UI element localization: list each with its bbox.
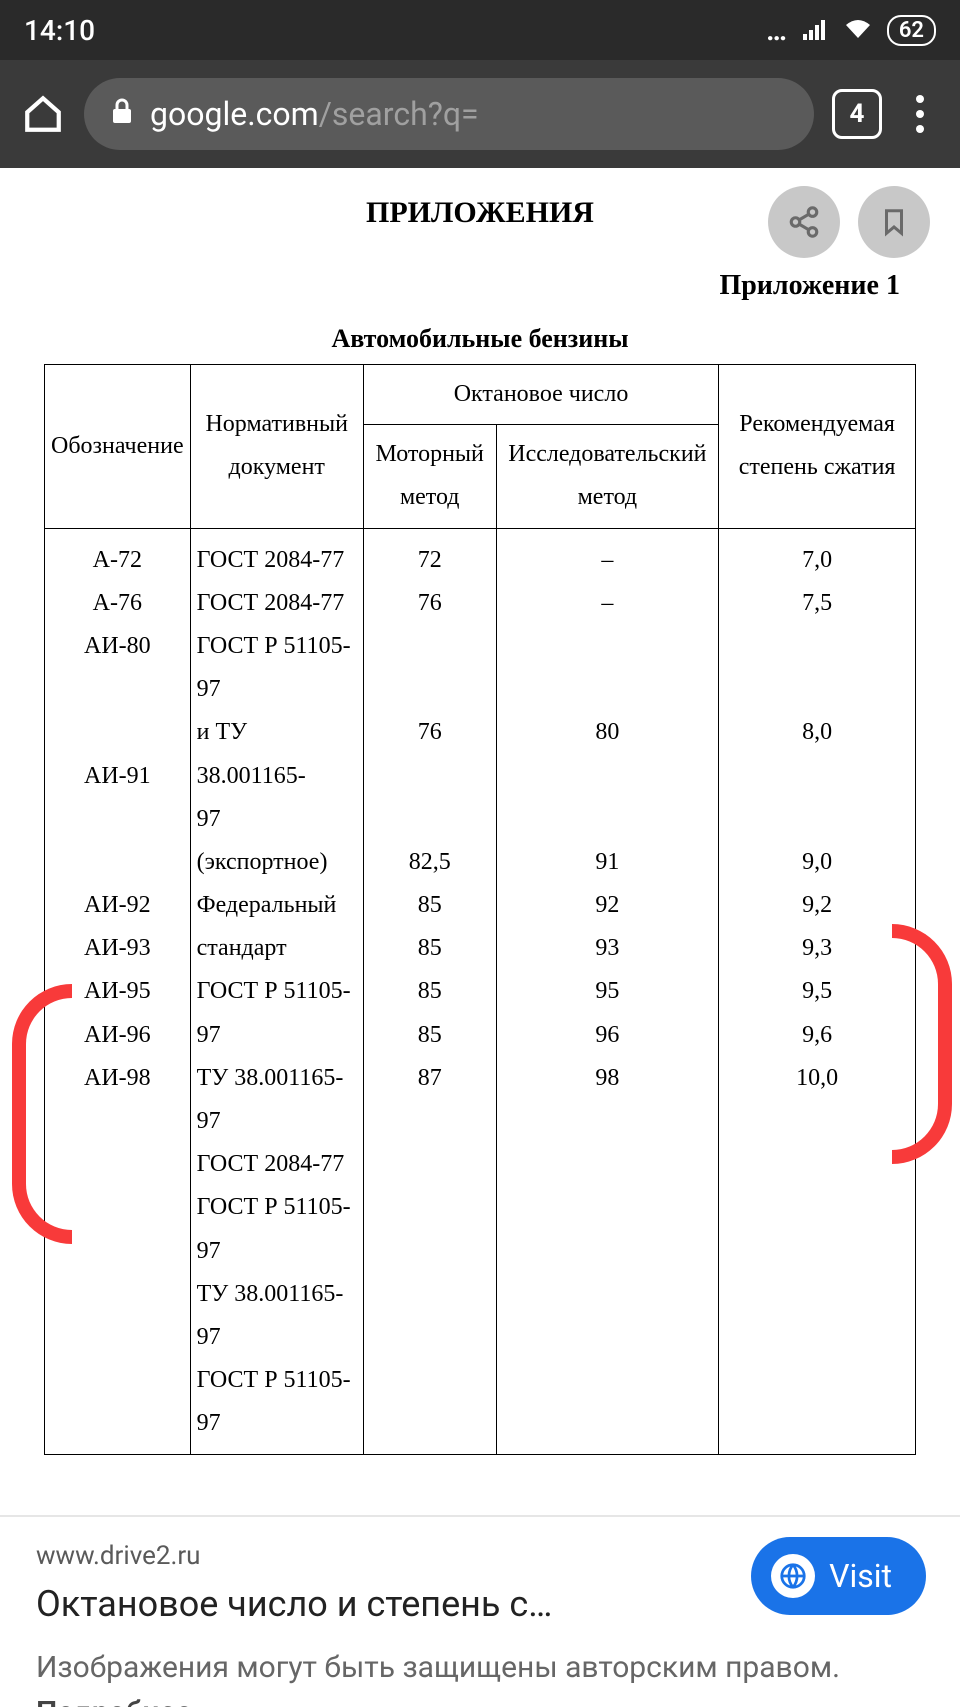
table-header: Рекомендуемая степень сжатия: [719, 365, 916, 529]
bookmark-button[interactable]: [858, 186, 930, 258]
url-text: google.com/search?q=: [150, 95, 479, 133]
document-header-row: ПРИЛОЖЕНИЯ: [0, 168, 960, 248]
disclaimer-more-link[interactable]: Подробнее…: [36, 1695, 213, 1707]
table-header: Октановое число: [363, 365, 718, 425]
table-header: Исследовательский метод: [496, 425, 719, 528]
table-title: Автомобильные бензины: [0, 316, 960, 364]
tabs-count: 4: [850, 99, 865, 129]
appendix-label: Приложение 1: [0, 248, 960, 316]
home-button[interactable]: [20, 91, 66, 137]
table-header: Обозначение: [45, 365, 191, 529]
url-path: /search?q=: [319, 95, 479, 133]
url-domain: google.com: [150, 95, 319, 133]
document-heading: ПРИЛОЖЕНИЯ: [366, 196, 594, 230]
table-cell: –– 80 919293959698: [496, 528, 719, 1454]
address-bar[interactable]: google.com/search?q=: [84, 78, 814, 150]
signal-icon: [803, 14, 829, 47]
table-container: Обозначение Нормативный документ Октанов…: [0, 364, 960, 1455]
annotation-mark-left: [12, 984, 72, 1244]
globe-icon: [771, 1554, 815, 1598]
image-action-buttons: [768, 186, 930, 258]
visit-label: Visit: [829, 1557, 892, 1595]
menu-dot-icon: [916, 110, 924, 118]
table-cell: ГОСТ 2084-77ГОСТ 2084-77ГОСТ Р 51105-97и…: [190, 528, 363, 1454]
table-cell: 7,07,5 8,0 9,09,29,39,59,610,0: [719, 528, 916, 1454]
overflow-menu-button[interactable]: [900, 95, 940, 133]
menu-dot-icon: [916, 125, 924, 133]
data-table: Обозначение Нормативный документ Октанов…: [44, 364, 916, 1455]
browser-toolbar: google.com/search?q= 4: [0, 60, 960, 168]
search-result-card[interactable]: www.drive2.ru Октановое число и степень …: [0, 1517, 960, 1707]
disclaimer-text: Изображения могут быть защищены авторски…: [36, 1650, 840, 1685]
wifi-icon: [843, 14, 873, 47]
table-header: Моторный метод: [363, 425, 496, 528]
visit-button[interactable]: Visit: [751, 1537, 926, 1615]
annotation-mark-right: [892, 924, 952, 1164]
battery-level: 62: [887, 15, 936, 46]
menu-dot-icon: [916, 95, 924, 103]
share-button[interactable]: [768, 186, 840, 258]
table-header: Нормативный документ: [190, 365, 363, 529]
status-bar: 14:10 … 62: [0, 0, 960, 60]
lock-icon: [110, 95, 134, 133]
tabs-button[interactable]: 4: [832, 89, 882, 139]
page-content: ПРИЛОЖЕНИЯ Приложение 1 Автомобильные бе…: [0, 168, 960, 1707]
more-dots-icon: …: [766, 14, 789, 47]
table-row: А-72А-76АИ-80 АИ-91 АИ-92АИ-93АИ-95АИ-96…: [45, 528, 916, 1454]
image-disclaimer: Изображения могут быть защищены авторски…: [36, 1645, 924, 1707]
status-time: 14:10: [24, 14, 95, 47]
table-cell: 7276 76 82,58585858587: [363, 528, 496, 1454]
status-right: … 62: [766, 14, 936, 47]
